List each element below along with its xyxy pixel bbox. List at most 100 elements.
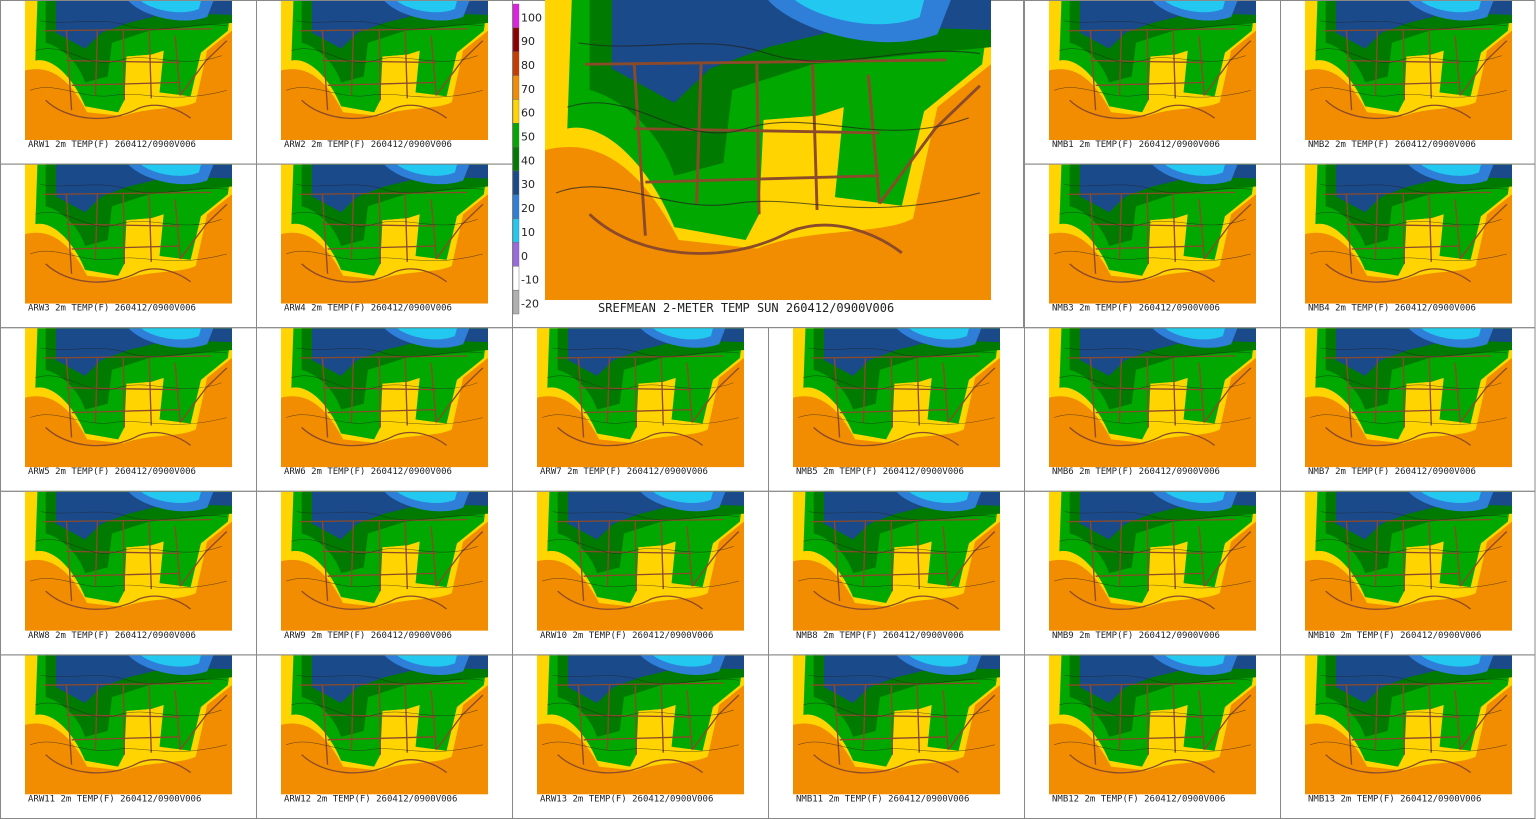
colorbar-swatch: [512, 27, 520, 52]
map: [1049, 1, 1256, 140]
colorbar-label: 100: [521, 11, 542, 24]
map: [793, 491, 1000, 631]
colorbar-swatch: [512, 289, 520, 315]
colorbar-swatch: [512, 218, 520, 243]
panel: ARW4 2m TEMP(F) 260412/0900V006: [256, 163, 513, 329]
colorbar-swatch: [512, 75, 520, 100]
panel-caption: ARW11 2m TEMP(F) 260412/0900V006: [28, 794, 201, 804]
panel: NMB3 2m TEMP(F) 260412/0900V006: [1024, 163, 1281, 329]
panel: ARW11 2m TEMP(F) 260412/0900V006: [0, 654, 257, 819]
panel-caption: ARW1 2m TEMP(F) 260412/0900V006: [28, 140, 196, 150]
panel: NMB11 2m TEMP(F) 260412/0900V006: [768, 654, 1025, 819]
panel-caption: ARW7 2m TEMP(F) 260412/0900V006: [540, 467, 708, 477]
main-caption: SREFMEAN 2-METER TEMP SUN 260412/0900V00…: [598, 301, 894, 315]
colorbar-label: 10: [521, 226, 535, 239]
panel: ARW8 2m TEMP(F) 260412/0900V006: [0, 490, 257, 656]
map: [537, 491, 744, 631]
colorbar-label: 50: [521, 131, 535, 144]
panel-caption: NMB3 2m TEMP(F) 260412/0900V006: [1052, 304, 1220, 314]
panel-caption: NMB7 2m TEMP(F) 260412/0900V006: [1308, 467, 1476, 477]
colorbar-swatch: [512, 242, 520, 267]
panel: ARW7 2m TEMP(F) 260412/0900V006: [512, 327, 769, 492]
colorbar-label: 30: [521, 178, 535, 191]
colorbar-label: 60: [521, 107, 535, 120]
colorbar-swatch: [512, 99, 520, 124]
panel: NMB8 2m TEMP(F) 260412/0900V006: [768, 490, 1025, 656]
map: [537, 655, 744, 795]
panel: NMB10 2m TEMP(F) 260412/0900V006: [1280, 490, 1536, 656]
panel-caption: NMB10 2m TEMP(F) 260412/0900V006: [1308, 631, 1481, 641]
colorbar-swatch: [512, 3, 520, 29]
panel: ARW6 2m TEMP(F) 260412/0900V006: [256, 327, 513, 492]
panel: NMB13 2m TEMP(F) 260412/0900V006: [1280, 654, 1536, 819]
main-panel: SREFMEAN 2-METER TEMP SUN 260412/0900V00…: [512, 0, 1024, 328]
panel-caption: NMB12 2m TEMP(F) 260412/0900V006: [1052, 794, 1225, 804]
map: [1305, 164, 1512, 304]
colorbar-swatch: [512, 123, 520, 148]
map: [25, 1, 232, 140]
panel-caption: ARW10 2m TEMP(F) 260412/0900V006: [540, 631, 713, 641]
panel-caption: NMB9 2m TEMP(F) 260412/0900V006: [1052, 631, 1220, 641]
colorbar-label: -20: [521, 297, 539, 310]
colorbar-label: 90: [521, 35, 535, 48]
map: [25, 164, 232, 304]
map: [281, 655, 488, 795]
panel: ARW2 2m TEMP(F) 260412/0900V006: [256, 0, 513, 165]
map: [25, 655, 232, 795]
colorbar-swatch: [512, 51, 520, 76]
panel: ARW10 2m TEMP(F) 260412/0900V006: [512, 490, 769, 656]
colorbar-swatch: [512, 266, 520, 291]
colorbar-label: 70: [521, 83, 535, 96]
panel-caption: NMB6 2m TEMP(F) 260412/0900V006: [1052, 467, 1220, 477]
panel-caption: NMB2 2m TEMP(F) 260412/0900V006: [1308, 140, 1476, 150]
map: [537, 328, 744, 468]
map: [1049, 491, 1256, 631]
panel: NMB2 2m TEMP(F) 260412/0900V006: [1280, 0, 1536, 165]
panel: ARW5 2m TEMP(F) 260412/0900V006: [0, 327, 257, 492]
map: [1049, 328, 1256, 468]
panel-caption: NMB13 2m TEMP(F) 260412/0900V006: [1308, 794, 1481, 804]
panel: NMB1 2m TEMP(F) 260412/0900V006: [1024, 0, 1281, 165]
panel-caption: ARW12 2m TEMP(F) 260412/0900V006: [284, 794, 457, 804]
map: [281, 328, 488, 468]
colorbar-label: 40: [521, 154, 535, 167]
panel: NMB7 2m TEMP(F) 260412/0900V006: [1280, 327, 1536, 492]
panel: NMB6 2m TEMP(F) 260412/0900V006: [1024, 327, 1281, 492]
panel-caption: ARW5 2m TEMP(F) 260412/0900V006: [28, 467, 196, 477]
colorbar-label: 20: [521, 202, 535, 215]
panel-caption: ARW9 2m TEMP(F) 260412/0900V006: [284, 631, 452, 641]
panel-caption: NMB8 2m TEMP(F) 260412/0900V006: [796, 631, 964, 641]
panel: NMB9 2m TEMP(F) 260412/0900V006: [1024, 490, 1281, 656]
colorbar-label: 0: [521, 250, 528, 263]
panel-caption: ARW2 2m TEMP(F) 260412/0900V006: [284, 140, 452, 150]
colorbar-label: -10: [521, 274, 539, 287]
map: [1305, 328, 1512, 468]
panel: ARW9 2m TEMP(F) 260412/0900V006: [256, 490, 513, 656]
map: [25, 491, 232, 631]
colorbar-swatch: [512, 170, 520, 195]
map: [1305, 655, 1512, 795]
panel-caption: NMB11 2m TEMP(F) 260412/0900V006: [796, 794, 969, 804]
panel: NMB5 2m TEMP(F) 260412/0900V006: [768, 327, 1025, 492]
map: [793, 655, 1000, 795]
panel-caption: ARW6 2m TEMP(F) 260412/0900V006: [284, 467, 452, 477]
colorbar-swatch: [512, 194, 520, 219]
map: [1049, 164, 1256, 304]
panel-caption: ARW4 2m TEMP(F) 260412/0900V006: [284, 304, 452, 314]
panel: NMB4 2m TEMP(F) 260412/0900V006: [1280, 163, 1536, 329]
panel: ARW13 2m TEMP(F) 260412/0900V006: [512, 654, 769, 819]
map: [1049, 655, 1256, 795]
panel-caption: ARW8 2m TEMP(F) 260412/0900V006: [28, 631, 196, 641]
panel: ARW3 2m TEMP(F) 260412/0900V006: [0, 163, 257, 329]
panel-caption: NMB4 2m TEMP(F) 260412/0900V006: [1308, 304, 1476, 314]
map: [793, 328, 1000, 468]
map: [281, 164, 488, 304]
panel: ARW1 2m TEMP(F) 260412/0900V006: [0, 0, 257, 165]
map: [281, 1, 488, 140]
colorbar-label: 80: [521, 59, 535, 72]
map: [1305, 1, 1512, 140]
panel: ARW12 2m TEMP(F) 260412/0900V006: [256, 654, 513, 819]
